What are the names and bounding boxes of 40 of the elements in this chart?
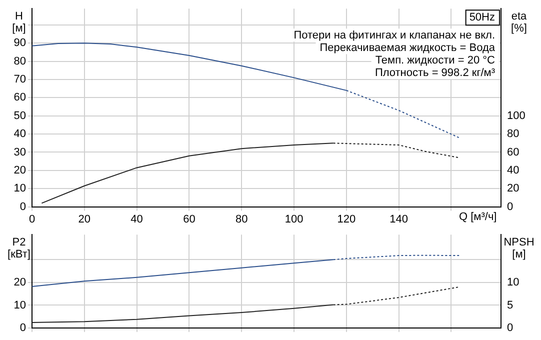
y2-tick-label: 80 [507, 128, 520, 140]
x-tick-label: 60 [183, 213, 196, 226]
y2-tick-label: 20 [507, 182, 520, 195]
y2-axis-title: NPSH [м] [504, 236, 534, 261]
x-tick-label: 100 [284, 213, 304, 226]
y-tick-label: 40 [14, 128, 26, 140]
x-tick-label: 140 [390, 213, 408, 226]
y2-tick-label: 100 [507, 110, 526, 122]
y2-axis-title: eta [%] [511, 10, 528, 35]
y-tick-label: 80 [14, 55, 26, 68]
y-tick-label: 0 [20, 322, 26, 334]
x-tick-label: 80 [235, 213, 248, 226]
x-tick-label: 20 [78, 213, 91, 226]
y-tick-label: 90 [14, 37, 26, 50]
y-axis-title: H [м] [12, 10, 26, 35]
x-tick-label: 40 [130, 213, 143, 226]
y2-tick-label: 5 [507, 299, 514, 312]
y2-tick-label: 0 [507, 200, 514, 213]
y-tick-label: 20 [14, 164, 26, 176]
annotation: Потери на фитингах и клапанах не вкл. [294, 30, 495, 42]
annotation: Перекачиваемая жидкость = Вода [320, 42, 496, 54]
y-tick-label: 30 [14, 146, 26, 158]
chart-title: 50Hz [469, 12, 495, 24]
y-tick-label: 10 [14, 182, 26, 195]
annotation: Темп. жидкости = 20 °C [375, 54, 496, 67]
y-tick-label: 10 [14, 299, 26, 312]
y-axis-title: P2 [кВт] [8, 236, 30, 261]
y-tick-label: 70 [14, 74, 26, 86]
y-tick-label: 0 [20, 200, 26, 213]
x-axis-title: Q [м³/ч] [459, 210, 497, 223]
y2-tick-label: 10 [507, 276, 520, 288]
x-tick-label: 120 [337, 213, 356, 226]
y2-tick-label: 60 [507, 146, 520, 158]
y-tick-label: 60 [14, 92, 26, 104]
y-tick-label: 20 [14, 276, 26, 288]
y2-tick-label: 40 [507, 164, 520, 176]
y-tick-label: 50 [14, 110, 26, 122]
annotation: Плотность = 998.2 кг/м³ [374, 67, 496, 80]
y2-tick-label: 0 [507, 322, 514, 334]
x-tick-label: 0 [28, 213, 36, 226]
